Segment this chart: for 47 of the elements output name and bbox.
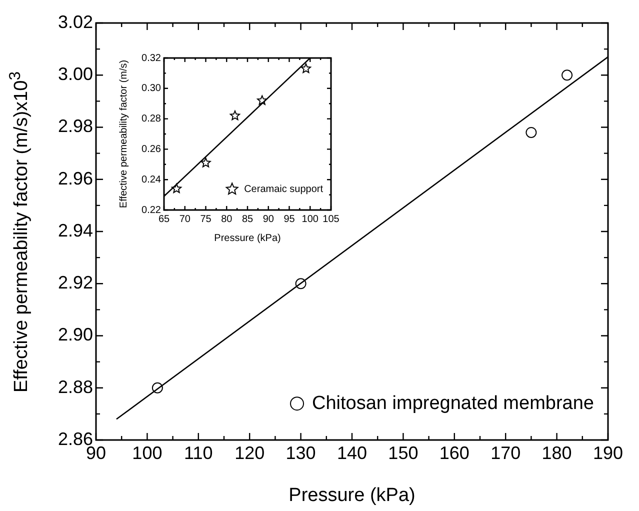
point	[230, 110, 240, 120]
y-tick-label: 3.02	[58, 12, 93, 32]
y-tick-label: 0.24	[142, 174, 162, 186]
point	[295, 278, 306, 290]
x-tick-label: 130	[286, 442, 316, 463]
x-tick-label: 105	[322, 214, 340, 225]
y-tick-label: 0.26	[142, 144, 162, 155]
y-tick-label: 2.88	[58, 376, 93, 397]
y-tick-label: 2.90	[58, 324, 93, 345]
y-tick-label: 3.00	[58, 64, 93, 84]
point	[200, 158, 211, 168]
y-tick-label: 0.28	[142, 114, 162, 125]
y-tick-label: 2.92	[58, 272, 93, 293]
legend-label: Ceramaic support	[244, 184, 324, 195]
point	[300, 63, 312, 74]
x-tick-label: 170	[490, 442, 521, 463]
point	[171, 183, 182, 194]
x-axis-title: Pressure (kPa)	[214, 232, 281, 244]
x-tick-label: 120	[234, 442, 265, 463]
x-tick-label: 70	[179, 214, 191, 225]
y-tick-label: 0.30	[142, 83, 162, 94]
x-tick-label: 160	[439, 442, 470, 463]
legend-label: Chitosan impregnated membrane	[312, 392, 594, 414]
x-tick-label: 80	[221, 214, 233, 225]
x-tick-label: 140	[336, 442, 368, 463]
y-tick-label: 2.98	[58, 116, 93, 136]
x-tick-label: 85	[242, 214, 254, 225]
x-tick-label: 90	[262, 214, 274, 225]
y-tick-label: 2.96	[58, 168, 93, 188]
point	[152, 382, 163, 394]
y-tick-label: 0.22	[142, 204, 162, 216]
x-axis-title: Pressure (kPa)	[288, 484, 416, 506]
x-tick-label: 75	[200, 214, 212, 225]
x-tick-label: 180	[542, 442, 572, 463]
x-tick-label: 190	[592, 442, 624, 463]
x-tick-label: 65	[158, 214, 170, 225]
y-tick-label: 0.32	[142, 52, 162, 64]
y-axis-title: Effective permeability factor (m/s)	[118, 60, 130, 208]
x-tick-label: 110	[184, 442, 213, 463]
point	[562, 70, 573, 81]
point	[526, 126, 537, 138]
x-tick-label: 100	[302, 214, 319, 225]
y-tick-label: 2.94	[58, 220, 93, 240]
x-tick-label: 150	[388, 442, 418, 463]
x-tick-label: 95	[284, 214, 296, 225]
point	[257, 95, 268, 105]
x-tick-label: 100	[132, 442, 162, 463]
